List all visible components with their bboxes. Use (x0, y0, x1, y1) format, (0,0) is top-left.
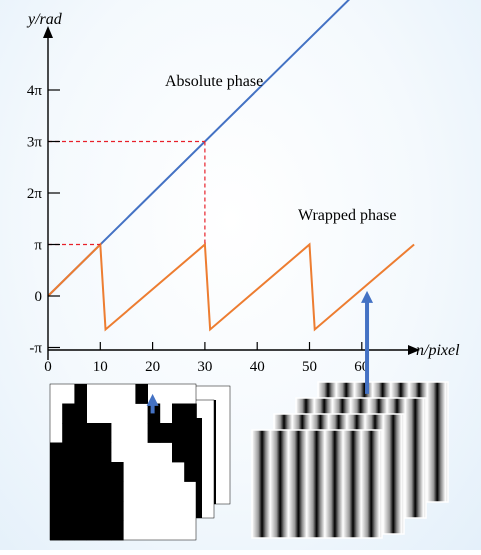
binary-cell (74, 442, 87, 463)
x-tick-label: 10 (93, 359, 108, 375)
binary-cell (86, 501, 100, 521)
binary-cell (50, 462, 63, 482)
binary-cell (184, 442, 197, 463)
fringe-pattern-frame (251, 429, 383, 539)
y-tick-label: -π (29, 341, 42, 357)
wrapped-phase-label: Wrapped phase (298, 207, 396, 224)
binary-cell (50, 442, 63, 463)
binary-cell (86, 462, 100, 482)
binary-cell (98, 481, 112, 502)
binary-cell (184, 403, 197, 424)
binary-cell (50, 501, 63, 521)
binary-cell (74, 423, 87, 443)
binary-cell (86, 520, 100, 541)
binary-cell (184, 462, 197, 482)
binary-cell (98, 462, 112, 482)
x-tick-label: 0 (44, 359, 52, 375)
x-tick-label: 30 (197, 359, 212, 375)
binary-cell (86, 423, 100, 443)
absolute-phase-line (47, 0, 351, 297)
pointer-head (361, 290, 374, 303)
binary-cell (74, 520, 87, 541)
y-tick-label: 3π (27, 135, 43, 151)
x-tick-label: 50 (302, 359, 317, 375)
pointer-head (146, 393, 159, 406)
binary-cell (147, 423, 161, 443)
reference-dashed-lines (48, 140, 206, 246)
binary-cell (111, 481, 124, 502)
binary-cell (135, 384, 148, 404)
binary-cell (159, 423, 173, 443)
binary-cell (184, 423, 197, 443)
binary-cell (74, 481, 87, 502)
binary-cell (111, 462, 124, 482)
binary-cell (172, 403, 185, 424)
fringe-pattern-stack (251, 381, 449, 539)
binary-cell (111, 501, 124, 521)
y-ticks: -π 0 π 2π 3π 4π (27, 83, 60, 357)
binary-cell (74, 462, 87, 482)
y-axis-title: y/rad (26, 11, 63, 28)
binary-cell (62, 501, 75, 521)
binary-cell (98, 520, 112, 541)
x-ticks: 0 10 20 30 40 50 60 (44, 342, 369, 375)
binary-cell (111, 520, 124, 541)
binary-cell (98, 423, 112, 443)
y-tick-label: 4π (27, 83, 43, 99)
y-tick-label: 2π (27, 186, 43, 202)
y-tick-label: π (34, 238, 42, 254)
binary-cell (62, 462, 75, 482)
binary-cell (98, 501, 112, 521)
wrapped-phase-line (47, 242, 415, 332)
pointer-arrows (146, 290, 374, 414)
binary-cell (86, 442, 100, 463)
binary-cell (172, 442, 185, 463)
binary-pattern-stack (49, 383, 231, 541)
x-axis-arrow (408, 345, 420, 355)
binary-cell (74, 384, 87, 404)
x-tick-label: 40 (250, 359, 265, 375)
binary-cell (62, 403, 75, 424)
binary-cell (62, 481, 75, 502)
y-tick-label: 0 (35, 289, 43, 305)
binary-cell (50, 481, 63, 502)
binary-cell (172, 423, 185, 443)
x-tick-label: 20 (145, 359, 160, 375)
y-axis-arrow (43, 26, 53, 38)
absolute-phase-label: Absolute phase (165, 73, 263, 90)
binary-cell (50, 520, 63, 541)
binary-cell (62, 423, 75, 443)
binary-cell (74, 501, 87, 521)
x-axis-title: n/pixel (416, 342, 460, 359)
binary-cell (62, 520, 75, 541)
binary-cell (74, 403, 87, 424)
binary-pattern-front (49, 383, 197, 541)
binary-cell (86, 481, 100, 502)
binary-cell (62, 442, 75, 463)
binary-cell (98, 442, 112, 463)
